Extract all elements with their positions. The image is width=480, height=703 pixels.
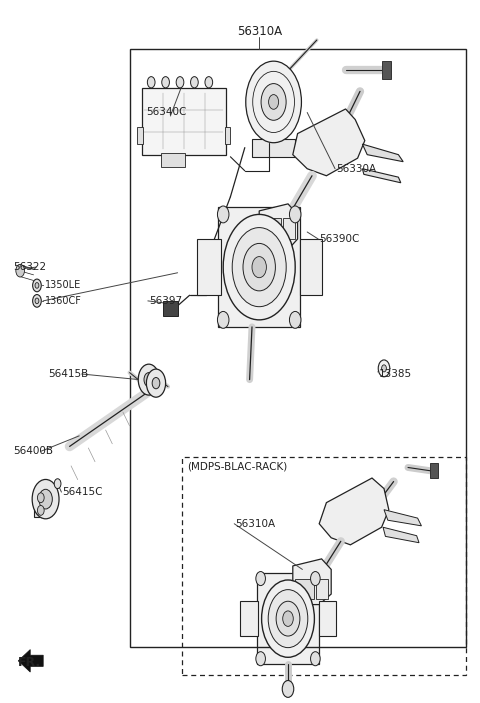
Circle shape: [243, 243, 276, 291]
Polygon shape: [362, 169, 401, 183]
Bar: [300, 239, 322, 295]
Bar: [161, 153, 185, 167]
Text: 56400B: 56400B: [13, 446, 53, 456]
Circle shape: [269, 95, 278, 109]
Text: FR.: FR.: [18, 656, 41, 669]
Polygon shape: [319, 478, 389, 545]
Text: 56330A: 56330A: [336, 164, 376, 174]
Circle shape: [311, 652, 320, 666]
Text: 1350LE: 1350LE: [45, 280, 81, 290]
Circle shape: [16, 264, 24, 277]
Bar: [316, 579, 328, 599]
Circle shape: [205, 77, 213, 88]
Circle shape: [144, 373, 154, 387]
Bar: [233, 281, 286, 292]
Circle shape: [217, 311, 229, 328]
Circle shape: [147, 77, 155, 88]
Circle shape: [268, 590, 308, 647]
Bar: [233, 243, 286, 253]
Circle shape: [35, 298, 39, 304]
Bar: [257, 573, 319, 664]
Circle shape: [191, 77, 198, 88]
Polygon shape: [384, 510, 421, 526]
Bar: [142, 88, 226, 155]
Circle shape: [289, 311, 301, 328]
Circle shape: [223, 214, 295, 320]
Circle shape: [246, 61, 301, 143]
Circle shape: [39, 489, 52, 509]
Bar: [240, 601, 258, 636]
Text: 56390C: 56390C: [319, 234, 360, 244]
Text: (MDPS-BLAC-RACK): (MDPS-BLAC-RACK): [187, 461, 288, 471]
Circle shape: [33, 279, 41, 292]
Circle shape: [152, 378, 160, 389]
Circle shape: [217, 206, 229, 223]
Circle shape: [256, 652, 265, 666]
Polygon shape: [293, 109, 365, 176]
Circle shape: [138, 364, 159, 395]
Text: 13385: 13385: [379, 369, 412, 379]
Circle shape: [276, 601, 300, 636]
Text: 56310A: 56310A: [235, 519, 276, 529]
Polygon shape: [18, 650, 43, 672]
Bar: [225, 127, 230, 144]
Text: 56415C: 56415C: [62, 487, 103, 497]
Circle shape: [382, 365, 386, 372]
Circle shape: [54, 479, 61, 489]
Bar: [252, 139, 295, 157]
Bar: [430, 463, 438, 478]
Circle shape: [32, 479, 59, 519]
Bar: [182, 457, 466, 675]
Circle shape: [256, 572, 265, 586]
Polygon shape: [362, 144, 403, 162]
Circle shape: [261, 84, 286, 120]
Text: 56340C: 56340C: [146, 108, 187, 117]
Text: 1360CF: 1360CF: [45, 296, 82, 306]
Bar: [283, 218, 295, 239]
Bar: [262, 218, 281, 239]
Circle shape: [33, 295, 41, 307]
Circle shape: [37, 493, 44, 503]
Circle shape: [37, 505, 44, 515]
Circle shape: [311, 572, 320, 586]
Circle shape: [378, 360, 390, 377]
Polygon shape: [34, 496, 48, 517]
Circle shape: [252, 257, 266, 278]
Polygon shape: [383, 527, 419, 543]
Circle shape: [162, 77, 169, 88]
Polygon shape: [293, 559, 331, 605]
Circle shape: [146, 369, 166, 397]
Text: 56397: 56397: [149, 296, 182, 306]
Bar: [319, 601, 336, 636]
Bar: [197, 239, 221, 295]
Circle shape: [262, 580, 314, 657]
Bar: [382, 61, 391, 79]
Circle shape: [283, 611, 293, 626]
Polygon shape: [259, 204, 298, 250]
Bar: [163, 301, 178, 316]
Bar: [130, 49, 466, 647]
Bar: [137, 127, 143, 144]
Circle shape: [35, 283, 39, 288]
Circle shape: [232, 228, 286, 307]
Bar: [218, 207, 300, 327]
Text: 56310A: 56310A: [237, 25, 282, 38]
Circle shape: [289, 206, 301, 223]
Circle shape: [176, 77, 184, 88]
Text: 56415B: 56415B: [48, 369, 88, 379]
Circle shape: [282, 681, 294, 697]
Text: 56322: 56322: [13, 262, 47, 272]
Bar: [295, 579, 314, 599]
